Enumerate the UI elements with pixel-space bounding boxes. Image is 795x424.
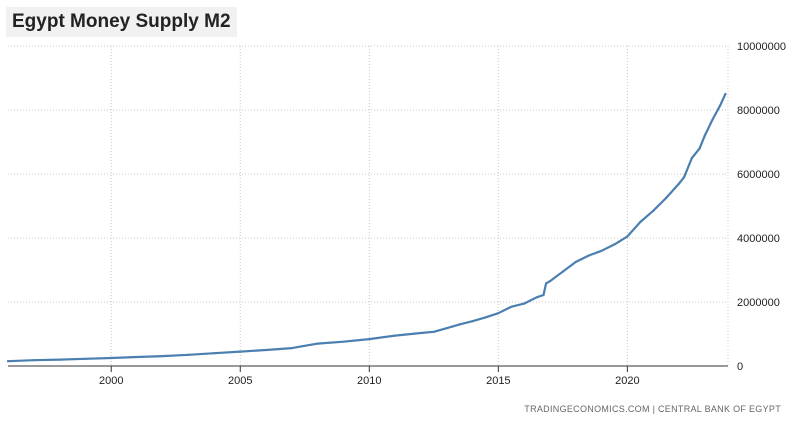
data-point: [542, 293, 545, 297]
data-point: [342, 340, 345, 343]
data-point: [724, 92, 727, 96]
data-point: [484, 316, 487, 319]
x-tick-label: 2020: [615, 375, 639, 387]
data-point: [316, 342, 319, 345]
data-point: [548, 280, 552, 283]
data-point: [719, 104, 722, 107]
data-point: [561, 270, 564, 273]
data-point: [677, 182, 681, 185]
data-point: [6, 360, 10, 363]
data-point: [290, 347, 293, 350]
y-tick-label: 10000000: [737, 41, 786, 53]
data-point: [510, 305, 513, 308]
data-point: [419, 331, 422, 335]
data-point: [711, 118, 714, 121]
data-point: [652, 209, 655, 212]
data-point: [445, 327, 448, 330]
x-tick-label: 2000: [99, 375, 123, 387]
y-tick-label: 2000000: [737, 297, 780, 309]
data-point: [471, 320, 474, 323]
data-point: [545, 282, 548, 285]
data-point: [110, 356, 113, 360]
gridlines: [8, 45, 729, 366]
x-tick-label: 2005: [228, 375, 252, 387]
data-point: [187, 353, 190, 356]
data-point: [639, 220, 642, 224]
data-point: [161, 355, 164, 358]
series-line: [6, 92, 727, 363]
x-tick-label: 2010: [357, 375, 381, 387]
data-point: [368, 338, 371, 341]
data-point: [523, 302, 526, 305]
data-point: [84, 357, 87, 360]
data-point: [58, 358, 61, 361]
data-point: [32, 359, 35, 362]
data-point: [574, 260, 577, 264]
y-axis-ticks: 0 2000000 4000000 6000000 8000000 10000000: [737, 41, 786, 373]
data-point: [213, 352, 216, 355]
data-point: [432, 330, 435, 333]
data-point: [394, 334, 397, 337]
data-point: [703, 134, 706, 137]
data-point: [690, 156, 694, 160]
y-tick-label: 8000000: [737, 105, 780, 117]
series-layer: [6, 92, 727, 363]
data-point: [535, 296, 539, 299]
y-tick-label: 6000000: [737, 169, 780, 181]
data-point: [698, 147, 701, 150]
chart-title-box: Egypt Money Supply M2: [6, 7, 237, 37]
y-tick-label: 0: [737, 361, 743, 373]
data-point: [587, 254, 590, 257]
source-credit: TRADINGECONOMICS.COM | CENTRAL BANK OF E…: [524, 404, 781, 414]
data-point: [600, 249, 603, 252]
data-point: [626, 235, 629, 238]
data-point: [497, 312, 500, 315]
data-point: [683, 176, 686, 179]
data-point: [458, 323, 461, 326]
chart-title: Egypt Money Supply M2: [12, 11, 231, 32]
x-tick-label: 2015: [486, 375, 510, 387]
data-point: [665, 196, 668, 200]
data-point: [239, 350, 242, 353]
y-tick-label: 4000000: [737, 233, 780, 245]
data-point: [265, 348, 268, 352]
data-point: [135, 355, 139, 359]
x-axis-ticks: 2000 2005 2010 2015 2020: [99, 366, 640, 387]
data-point: [613, 243, 616, 246]
